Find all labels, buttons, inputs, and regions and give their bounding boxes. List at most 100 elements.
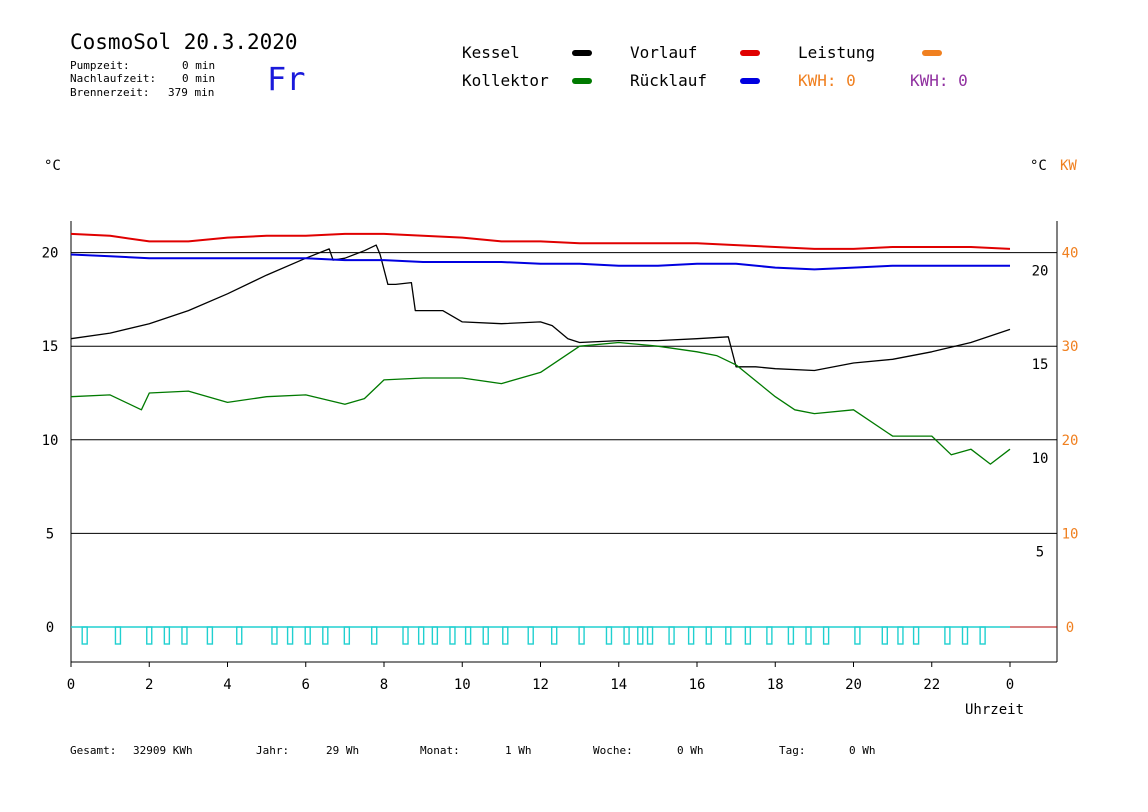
series-kollektor	[70, 341, 1011, 465]
footer-woche-value: 0 Wh	[677, 744, 704, 757]
pump-pulse	[897, 626, 904, 645]
pump-pulse	[304, 626, 311, 645]
pump-pulse	[705, 626, 712, 645]
y-tick-label-left: 15	[42, 339, 59, 355]
footer-monat-value: 1 Wh	[505, 744, 532, 757]
pump-pulse	[550, 626, 558, 645]
x-tick-label: 16	[689, 677, 706, 693]
pump-pulse	[725, 626, 732, 645]
y-tick-label-left: 0	[46, 620, 54, 636]
y-tick-label-left: 5	[46, 526, 54, 542]
x-tick-label: 2	[145, 677, 153, 693]
legend-kessel-swatch	[572, 50, 592, 56]
weekday-label: Fr	[267, 60, 306, 98]
pump-pulse	[114, 626, 122, 645]
footer-gesamt-label: Gesamt:	[70, 744, 117, 757]
footer-gesamt-value: 32909 KWh	[133, 744, 193, 757]
pump-pulse	[181, 626, 188, 645]
y-tick-label-kw: 40	[1062, 246, 1079, 262]
pump-pulse	[527, 626, 534, 645]
pump-pulse	[449, 626, 456, 645]
brennerzeit-label: Brennerzeit:	[70, 86, 150, 99]
pump-pulse	[464, 626, 472, 645]
x-tick-label: 8	[380, 677, 388, 693]
x-tick-label: 20	[845, 677, 862, 693]
right-axis-unit-kw: KW	[1060, 158, 1077, 174]
pump-pulse	[146, 626, 153, 645]
footer-tag-value: 0 Wh	[849, 744, 876, 757]
legend-leistung-swatch	[922, 50, 942, 56]
pump-pulse	[646, 626, 654, 645]
footer-jahr-value: 29 Wh	[326, 744, 360, 757]
pump-pulse	[787, 626, 795, 645]
pump-pulse	[766, 626, 773, 645]
y-tick-label-kw: 20	[1062, 433, 1079, 449]
y-tick-label-kw: 10	[1062, 526, 1079, 542]
series-vorlauf	[70, 232, 1011, 250]
pump-pulse	[482, 626, 489, 645]
pump-pulse	[912, 626, 920, 645]
pump-pulse	[322, 626, 329, 645]
x-tick-label: 18	[767, 677, 784, 693]
pump-pulse	[371, 626, 378, 645]
x-tick-label: 12	[532, 677, 549, 693]
pump-pulse	[271, 626, 278, 645]
series-ruecklauf	[70, 253, 1010, 271]
pump-pulse	[402, 626, 409, 645]
chart-title: CosmoSol 20.3.2020	[70, 30, 298, 54]
y-tick-label-left: 20	[42, 246, 59, 262]
x-tick-label: 0	[67, 677, 75, 693]
legend-kollektor-swatch	[572, 78, 592, 84]
legend-leistung-label: Leistung	[798, 43, 876, 62]
y-tick-label-kw: 30	[1062, 339, 1079, 355]
x-axis-label: Uhrzeit	[965, 702, 1025, 718]
pump-pulse	[417, 626, 425, 645]
pump-pulse	[286, 626, 294, 645]
pump-pulse	[744, 626, 752, 645]
footer-tag-label: Tag:	[779, 744, 806, 757]
footer-jahr-label: Jahr:	[256, 744, 290, 757]
left-axis-unit: °C	[44, 158, 61, 174]
legend-kwh-purple: KWH: 0	[910, 71, 968, 90]
pump-pulse	[502, 626, 509, 645]
pump-pulse	[979, 626, 986, 645]
pump-pulse	[637, 626, 644, 645]
y-tick-label-kw: 0	[1066, 620, 1074, 636]
x-tick-label: 4	[223, 677, 231, 693]
legend-vorlauf-swatch	[740, 50, 760, 56]
pumpzeit-label: Pumpzeit:	[70, 59, 130, 72]
pump-pulse	[854, 626, 861, 645]
legend-vorlauf-label: Vorlauf	[630, 43, 698, 62]
pump-pulse	[822, 626, 830, 645]
brennerzeit-value: 379 min	[168, 86, 215, 99]
pump-pulse	[236, 626, 243, 645]
x-tick-label: 10	[454, 677, 471, 693]
y-tick-label-right: 20	[1032, 264, 1049, 280]
right-axis-unit: °C	[1030, 158, 1047, 174]
x-tick-label: 14	[610, 677, 627, 693]
pump-pulse	[431, 626, 439, 645]
x-tick-label: 22	[923, 677, 940, 693]
pump-pulse	[944, 626, 951, 645]
nachlaufzeit-value: 0 min	[182, 72, 216, 85]
y-tick-label-right: 10	[1032, 451, 1049, 467]
legend-kollektor-label: Kollektor	[462, 71, 549, 90]
y-tick-label-right: 5	[1036, 544, 1044, 560]
footer-monat-label: Monat:	[420, 744, 460, 757]
y-tick-label-right: 15	[1032, 357, 1049, 373]
x-tick-label: 0	[1006, 677, 1014, 693]
legend-ruecklauf-label: Rücklauf	[630, 71, 708, 90]
x-tick-label: 6	[302, 677, 310, 693]
pump-pulse	[605, 626, 613, 645]
y-tick-label-left: 10	[42, 433, 59, 449]
pump-pulse	[623, 626, 630, 645]
pump-pulse	[81, 626, 88, 645]
pump-pulse	[805, 626, 812, 645]
pump-pulse	[687, 626, 695, 645]
footer-woche-label: Woche:	[593, 744, 633, 757]
nachlaufzeit-label: Nachlaufzeit:	[70, 72, 157, 85]
pump-pulse	[881, 626, 888, 645]
pump-pulse	[578, 626, 585, 645]
legend-kessel-label: Kessel	[462, 43, 520, 62]
